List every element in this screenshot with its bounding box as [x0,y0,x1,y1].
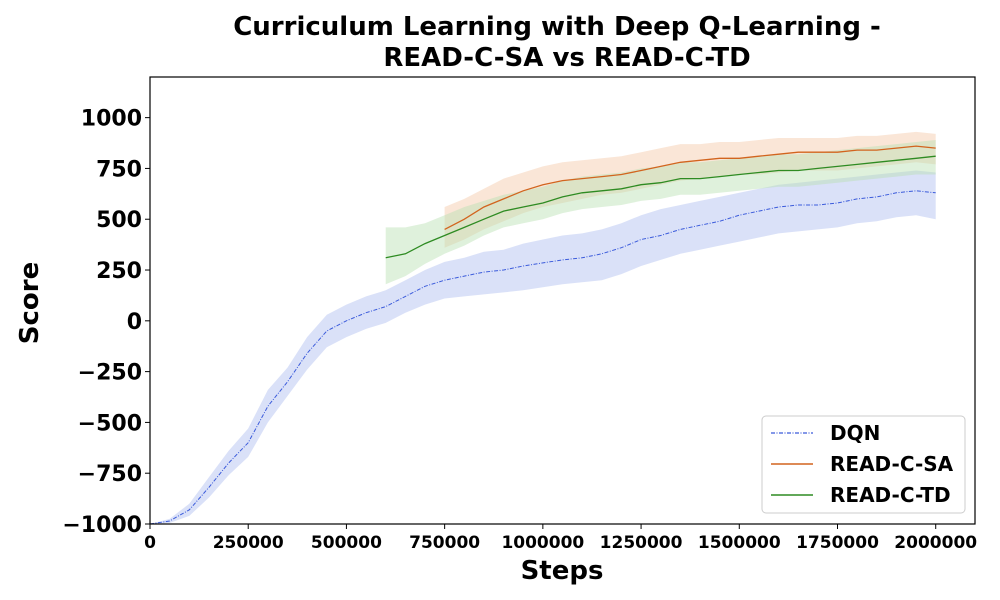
x-tick-label: 2000000 [894,533,977,553]
y-tick-label: −500 [78,411,142,436]
x-tick-label: 500000 [311,533,382,553]
x-axis-ticks: 0 250000 500000 750000 1000000 1250000 1500000… [144,524,977,553]
legend: DQN READ-C-SA READ-C-TD [761,415,966,514]
dqn-band [150,170,936,524]
chart-title-line-1: Curriculum Learning with Deep Q-Learning… [233,12,881,42]
x-tick-label: 0 [144,533,156,553]
read-c-td-band [385,140,936,285]
y-tick-label: 750 [96,157,142,182]
read-c-td-line [385,155,936,259]
x-tick-label: 1250000 [600,533,683,553]
dqn-line [149,190,936,525]
x-tick-label: 1000000 [501,533,584,553]
x-tick-label: 750000 [409,533,480,553]
y-axis-ticks: −1000 −750 −500 −250 0 250 500 750 1000 [62,107,150,538]
y-axis-label: Score [15,262,45,344]
legend-label-read-c-td: READ-C-TD [830,483,951,507]
y-tick-label: 1000 [81,107,142,132]
x-tick-label: 1750000 [796,533,879,553]
plot-area [149,76,976,525]
legend-label-read-c-sa: READ-C-SA [830,452,954,476]
y-tick-label: 250 [96,259,142,284]
x-tick-label: 250000 [213,533,284,553]
y-tick-label: −250 [78,361,142,386]
legend-label-dqn: DQN [830,421,880,445]
y-tick-label: 500 [96,208,142,233]
chart-title-line-2: READ-C-SA vs READ-C-TD [383,43,750,73]
y-tick-label: −1000 [62,513,142,538]
x-axis-label: Steps [521,556,604,586]
series-lines [149,145,936,525]
x-tick-label: 1500000 [698,533,781,553]
read-c-sa-line [444,145,936,230]
legend-box [761,415,966,514]
y-tick-label: 0 [127,310,142,335]
y-tick-label: −750 [78,462,142,487]
confidence-bands [150,131,936,524]
read-c-sa-band [444,131,936,248]
